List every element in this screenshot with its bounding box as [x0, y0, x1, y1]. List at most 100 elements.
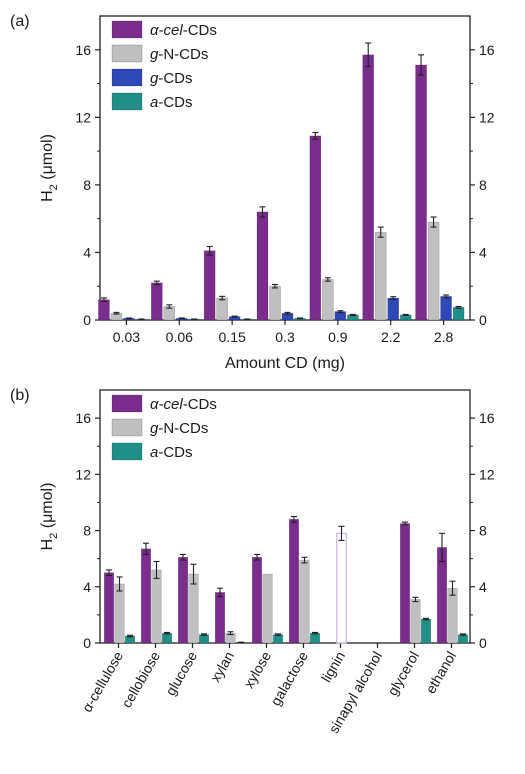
bar	[447, 587, 458, 644]
bar	[151, 569, 162, 644]
y-tick-label-left: 4	[83, 579, 91, 595]
panel-label: (a)	[10, 13, 30, 30]
bar	[98, 299, 110, 321]
y-tick-label-left: 12	[75, 466, 91, 482]
legend-label-italic: a	[150, 444, 158, 461]
y-axis-title-main: H	[39, 539, 56, 551]
bar	[251, 556, 263, 644]
x-axis-title: Amount CD (mg)	[225, 355, 345, 372]
bar	[114, 583, 125, 644]
legend-label-rest: -CDs	[158, 70, 192, 87]
legend-label: a-CDs	[150, 94, 193, 111]
bar	[262, 573, 273, 644]
y-tick-label-right: 4	[479, 244, 487, 260]
y-tick-label-left: 4	[83, 244, 91, 260]
bar	[452, 307, 465, 321]
bar	[103, 572, 115, 644]
y-axis-title-subscript: 2	[48, 184, 60, 190]
legend-label-rest: -CDs	[183, 22, 217, 39]
chart-panel-a: (a) 0 0 4 4 8 8 12 12 16 16 H2 (μmol) 0.03 0.06 0.15 0.…	[10, 13, 495, 372]
y-axis-title-main: H	[39, 190, 56, 202]
legend-label-rest: -CDs	[158, 444, 192, 461]
bar	[256, 211, 269, 321]
bar	[410, 599, 421, 644]
x-tick-label: α-cellulose	[79, 648, 127, 714]
bar	[440, 296, 452, 321]
legend-swatch	[111, 418, 143, 437]
legend-label: g-N-CDs	[150, 420, 208, 437]
legend-swatch	[111, 442, 143, 461]
legend-label-italic: g	[150, 46, 159, 63]
bar	[161, 632, 173, 644]
y-tick-label-right: 4	[479, 579, 487, 595]
y-tick-label-left: 8	[83, 523, 91, 539]
y-axis-title-subscript: 2	[48, 533, 60, 539]
plot-frame	[99, 389, 471, 644]
x-tick-label: 0.15	[219, 329, 246, 345]
legend-label: α-cel-CDs	[150, 22, 217, 39]
bar	[374, 231, 387, 321]
bar	[415, 64, 427, 321]
bar	[457, 634, 469, 644]
x-tick-label: glucose	[162, 648, 200, 698]
legend-label: a-CDs	[150, 444, 193, 461]
y-tick-label-right: 16	[479, 410, 495, 426]
bar	[387, 297, 400, 321]
x-tick-label: 0.9	[328, 329, 348, 345]
y-axis-title: H2 (μmol)	[39, 483, 60, 551]
x-tick-label: 0.06	[166, 329, 193, 345]
legend-label-rest: -CDs	[183, 396, 217, 413]
y-tick-label-left: 12	[75, 109, 91, 125]
bar	[336, 532, 347, 644]
x-tick-label: glycerol	[384, 649, 422, 699]
legend-swatch	[111, 394, 143, 413]
y-tick-label-left: 16	[75, 42, 91, 58]
bar	[309, 135, 322, 321]
x-tick-label: ethanol	[422, 649, 459, 697]
bar	[362, 54, 375, 321]
bar	[150, 282, 163, 321]
y-tick-label-right: 16	[479, 42, 495, 58]
bar	[322, 279, 334, 321]
panel-label: (b)	[10, 387, 30, 404]
y-tick-label-right: 0	[479, 312, 487, 328]
bar	[177, 556, 189, 644]
bar	[288, 519, 300, 644]
y-axis-title: H2 (μmol)	[39, 134, 60, 202]
bar	[203, 250, 216, 321]
y-tick-label-right: 12	[479, 466, 495, 482]
legend-label-italic: α-cel	[150, 22, 183, 39]
legend-label-italic: a	[150, 94, 158, 111]
x-tick-label: 0.3	[275, 329, 295, 345]
y-tick-label-left: 0	[83, 635, 91, 651]
legend-label: α-cel-CDs	[150, 396, 217, 413]
bar	[299, 559, 310, 644]
y-tick-label-left: 16	[75, 410, 91, 426]
y-tick-label-right: 12	[479, 109, 495, 125]
y-tick-label-right: 0	[479, 635, 487, 651]
legend-label: g-CDs	[150, 70, 193, 87]
y-tick-label-right: 8	[479, 523, 487, 539]
legend-swatch	[111, 20, 143, 39]
legend-label: g-N-CDs	[150, 46, 208, 63]
legend-label-rest: -N-CDs	[158, 46, 208, 63]
x-tick-label: xylan	[207, 649, 237, 685]
x-tick-label: 2.8	[434, 329, 454, 345]
legend-swatch	[111, 92, 143, 111]
bar	[216, 297, 228, 321]
bar	[269, 285, 281, 321]
x-tick-label: 2.2	[381, 329, 401, 345]
legend-swatch	[111, 68, 143, 87]
legend-label-italic: g	[150, 70, 159, 87]
y-axis-title-unit: (μmol)	[39, 483, 56, 533]
x-tick-label: galactose	[267, 648, 311, 708]
y-tick-label-left: 0	[83, 312, 91, 328]
x-tick-label: lignin	[318, 649, 348, 685]
bar	[427, 221, 440, 321]
bar	[198, 634, 210, 644]
y-tick-label-right: 8	[479, 177, 487, 193]
